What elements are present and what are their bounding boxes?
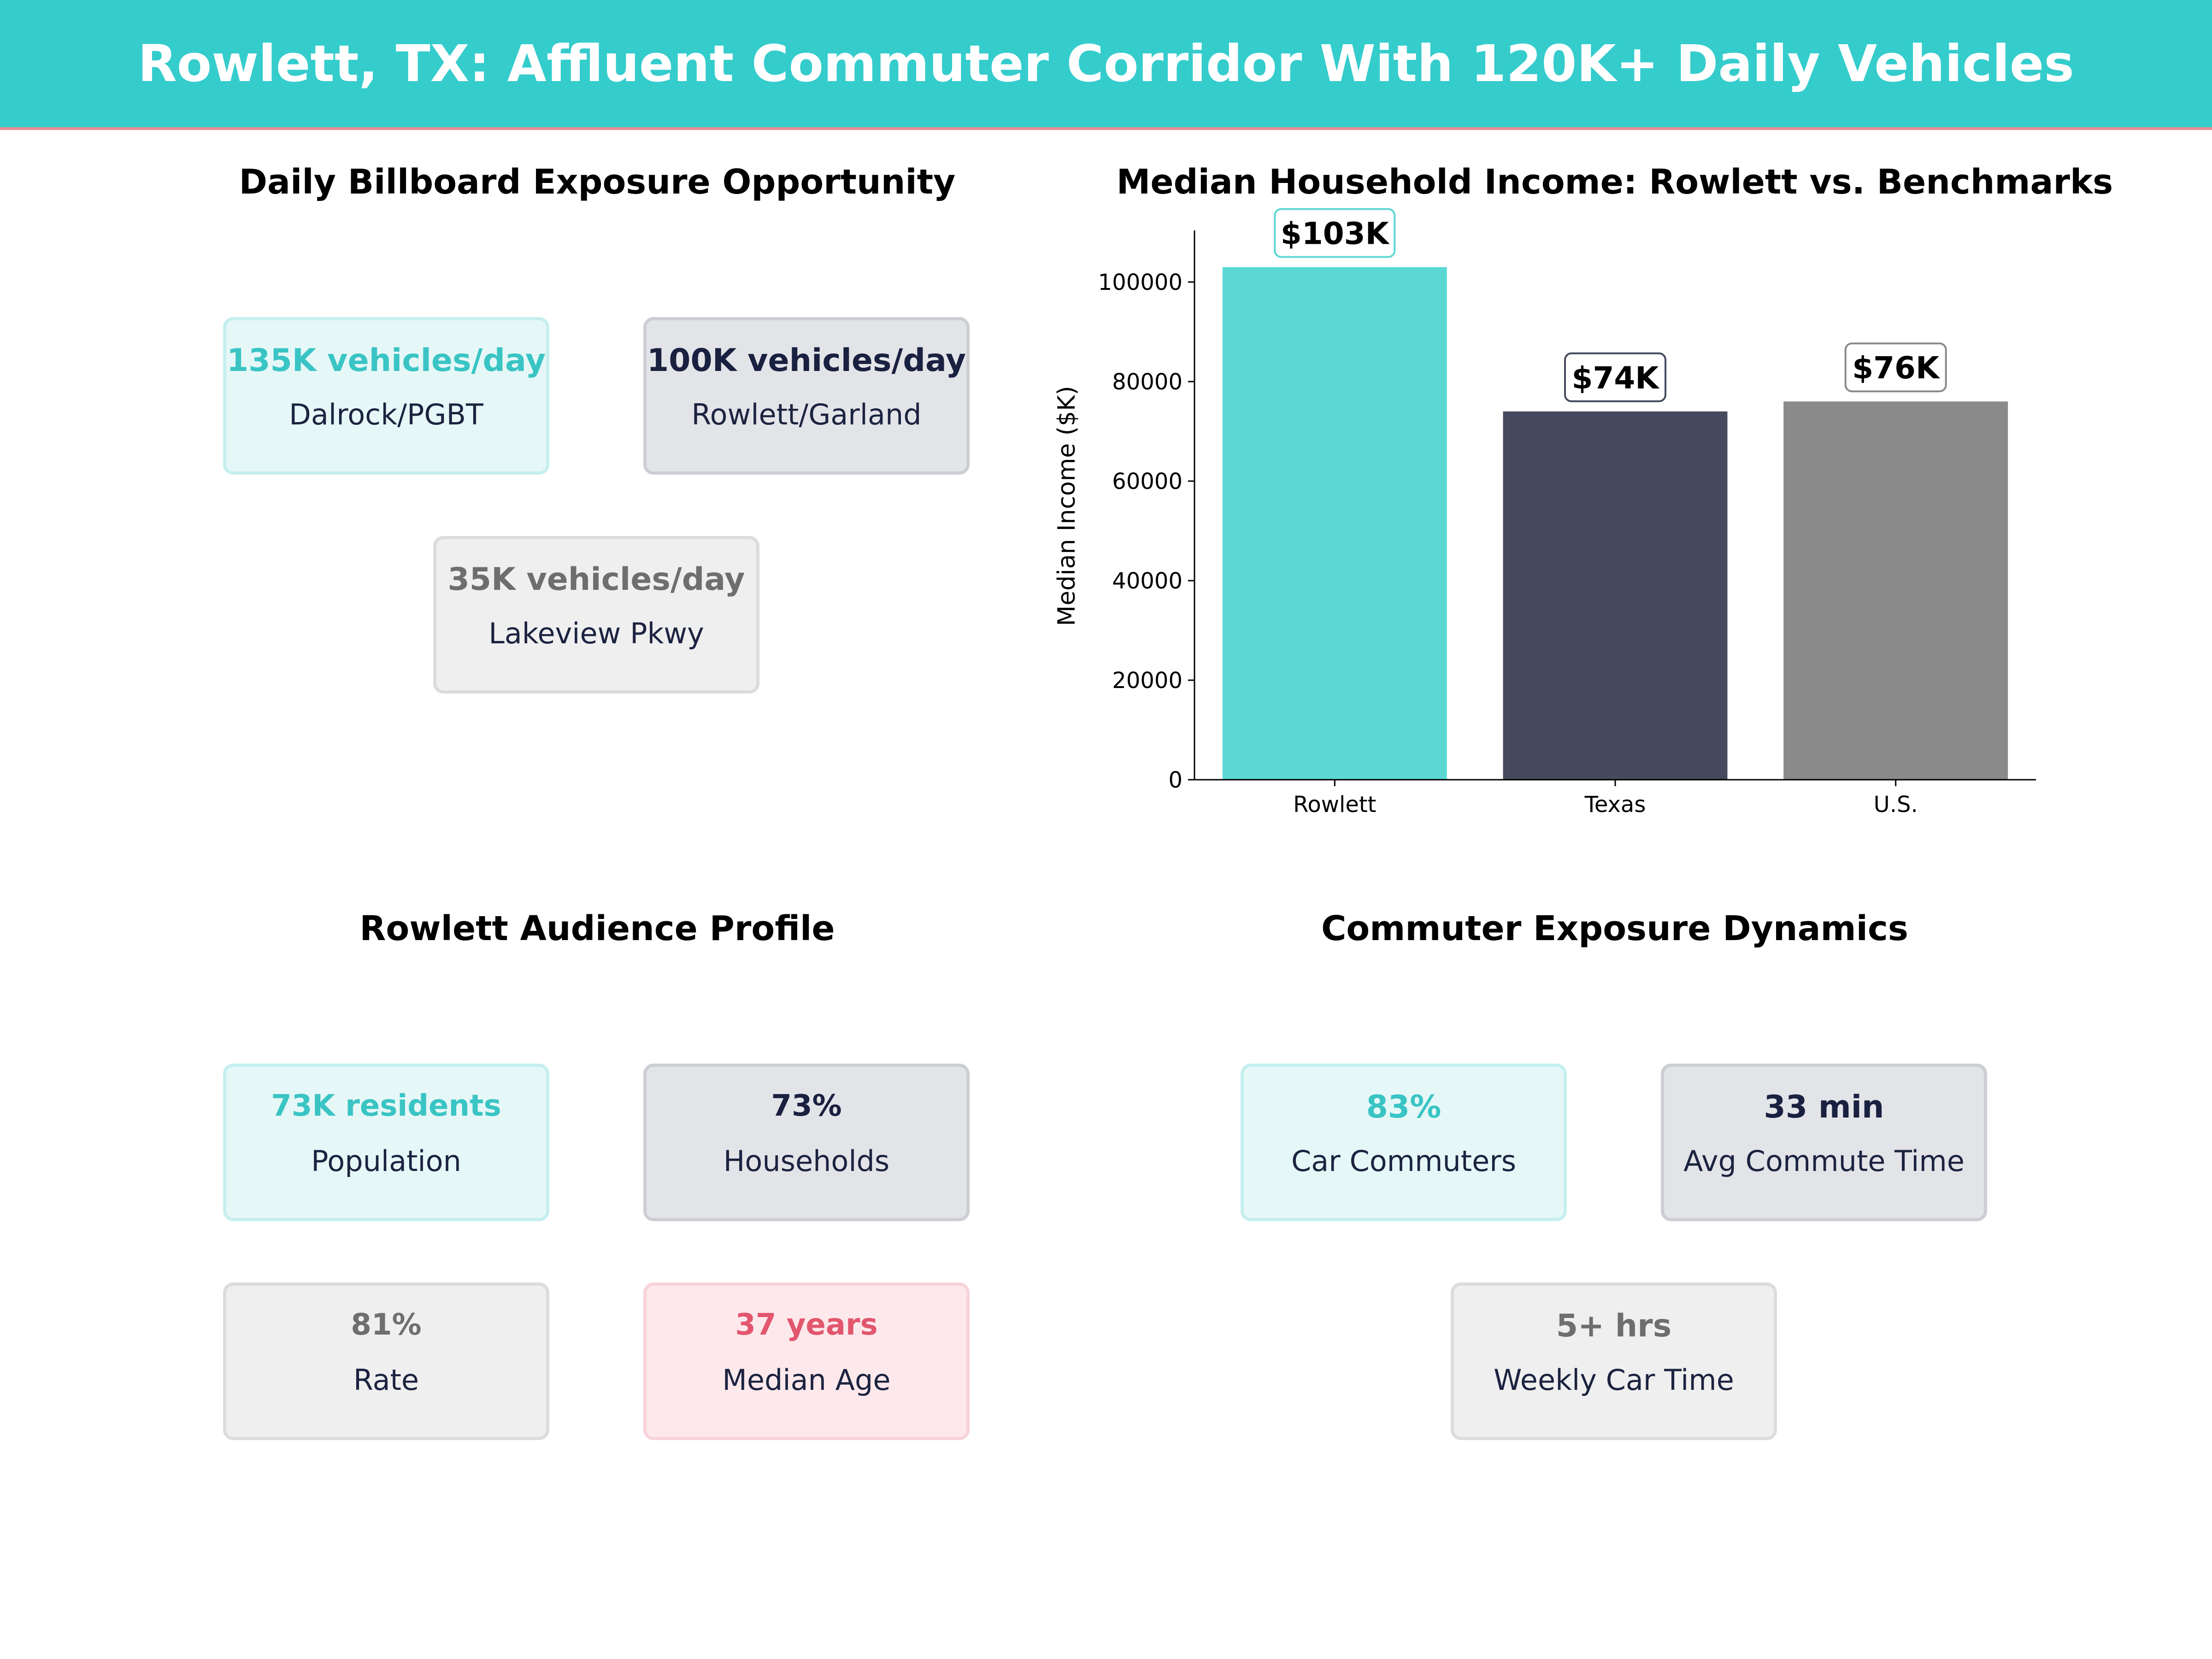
commuter-value: 33 min — [1764, 1089, 1884, 1125]
exposure-value: 135K vehicles/day — [226, 342, 546, 379]
exposure-card-lakeview: 35K vehicles/day Lakeview Pkwy — [433, 536, 759, 694]
exposure-card-dalrock: 135K vehicles/day Dalrock/PGBT — [223, 317, 549, 475]
audience-card-rate: 81% Rate — [223, 1282, 549, 1440]
page-title: Rowlett, TX: Affluent Commuter Corridor … — [138, 34, 2074, 93]
audience-label: Households — [723, 1144, 890, 1178]
data-label: $74K — [1572, 360, 1660, 396]
audience-panel-title: Rowlett Audience Profile — [359, 909, 835, 948]
bar-us — [1783, 401, 2008, 780]
header-banner: Rowlett, TX: Affluent Commuter Corridor … — [0, 0, 2212, 130]
audience-label: Median Age — [722, 1363, 891, 1397]
exposure-card-rowlett-garland: 100K vehicles/day Rowlett/Garland — [643, 317, 970, 475]
exposure-label: Dalrock/PGBT — [289, 398, 483, 431]
x-tick-label: Texas — [1584, 792, 1646, 818]
audience-label: Population — [311, 1144, 461, 1178]
audience-card-population: 73K residents Population — [223, 1064, 549, 1221]
data-label-box — [1844, 342, 1947, 393]
audience-value: 73% — [771, 1089, 842, 1123]
exposure-value: 35K vehicles/day — [447, 561, 745, 598]
x-tick-label: U.S. — [1874, 792, 1918, 818]
commuter-value: 5+ hrs — [1556, 1308, 1672, 1344]
exposure-value: 100K vehicles/day — [647, 342, 966, 379]
data-label: $103K — [1281, 216, 1390, 252]
commuter-label: Weekly Car Time — [1494, 1363, 1734, 1397]
audience-value: 37 years — [735, 1308, 878, 1342]
audience-card-median-age: 37 years Median Age — [643, 1282, 970, 1440]
commuter-label: Car Commuters — [1291, 1144, 1517, 1178]
data-label-box — [1564, 352, 1666, 402]
exposure-label: Rowlett/Garland — [691, 398, 922, 431]
chart-title: Median Household Income: Rowlett vs. Ben… — [1116, 162, 2113, 202]
x-tick-label: Rowlett — [1293, 792, 1376, 818]
income-bar-chart: 0 20000 40000 60000 80000 100000 Rowlett Texas U… — [1053, 208, 2036, 818]
data-label-box — [1274, 208, 1396, 258]
y-tick-label: 100000 — [1098, 270, 1182, 295]
bar-texas — [1503, 411, 1728, 780]
audience-value: 81% — [351, 1308, 422, 1342]
commuter-card-car-commuters: 83% Car Commuters — [1241, 1064, 1567, 1221]
exposure-panel-title: Daily Billboard Exposure Opportunity — [239, 162, 956, 202]
commuter-card-weekly-car-time: 5+ hrs Weekly Car Time — [1451, 1282, 1777, 1440]
commuter-label: Avg Commute Time — [1683, 1144, 1965, 1178]
data-label: $76K — [1852, 350, 1941, 386]
commuter-panel-title: Commuter Exposure Dynamics — [1321, 909, 1908, 948]
commuter-value: 83% — [1366, 1089, 1441, 1125]
audience-label: Rate — [353, 1363, 419, 1397]
y-axis-label: Median Income ($K) — [1053, 386, 1081, 626]
y-tick-label: 20000 — [1112, 668, 1182, 694]
audience-card-households: 73% Households — [643, 1064, 970, 1221]
y-tick-label: 40000 — [1112, 568, 1182, 594]
exposure-label: Lakeview Pkwy — [488, 617, 704, 650]
commuter-card-commute-time: 33 min Avg Commute Time — [1661, 1064, 1987, 1221]
bar-rowlett — [1222, 267, 1447, 780]
y-tick-label: 80000 — [1112, 369, 1182, 395]
y-tick-label: 60000 — [1112, 469, 1182, 494]
y-tick-label: 0 — [1168, 767, 1182, 793]
audience-value: 73K residents — [271, 1089, 501, 1123]
